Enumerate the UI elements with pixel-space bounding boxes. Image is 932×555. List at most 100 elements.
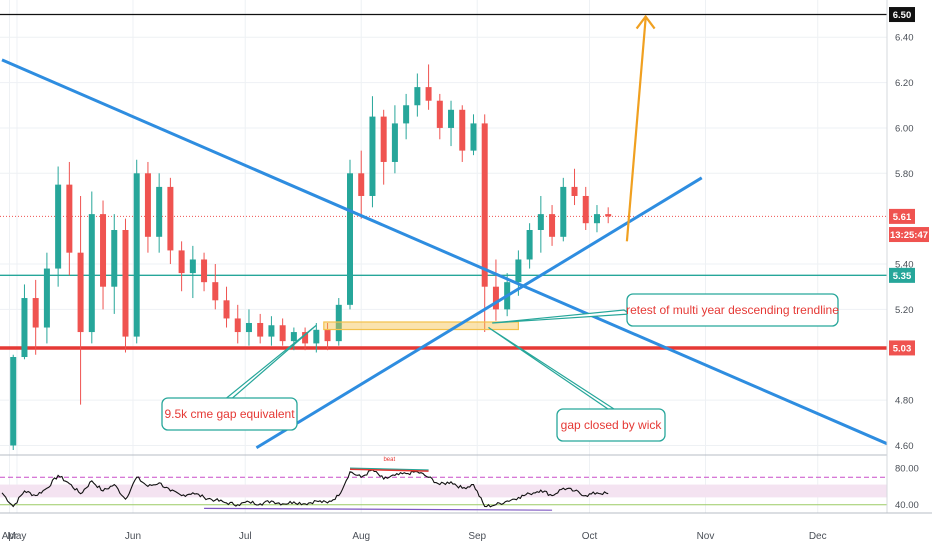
callout-1: retest of multi year descending trendlin… bbox=[492, 293, 839, 327]
price-tag bbox=[889, 340, 915, 356]
price-axis-tick: 4.60 bbox=[895, 441, 914, 452]
time-axis-tick: Aug bbox=[352, 531, 370, 542]
candle-body bbox=[335, 304, 342, 342]
projection-arrowhead bbox=[635, 14, 656, 30]
candle-body bbox=[212, 282, 219, 301]
callout-leader bbox=[492, 309, 632, 324]
time-axis-tick: Dec bbox=[809, 531, 827, 542]
time-axis-tick: Jun bbox=[125, 531, 141, 542]
rsi-divergence-bottom bbox=[204, 507, 553, 511]
candle-body bbox=[167, 186, 174, 251]
descending-trendline bbox=[1, 58, 887, 446]
candle-body bbox=[571, 186, 578, 196]
rsi-divergence-label: beat bbox=[383, 457, 395, 463]
candle-body bbox=[122, 230, 129, 337]
candle-body bbox=[425, 87, 432, 101]
candles bbox=[10, 64, 612, 450]
candle-body bbox=[144, 173, 151, 237]
price-axis-tick: 4.80 bbox=[895, 396, 914, 407]
candle-body bbox=[481, 123, 488, 287]
callout-box bbox=[556, 408, 666, 442]
candle-body bbox=[459, 109, 466, 151]
candle-body bbox=[290, 332, 297, 342]
candle-body bbox=[234, 318, 241, 333]
candle-body bbox=[358, 173, 365, 196]
candle-body bbox=[347, 173, 353, 305]
price-axis-tick: 5.20 bbox=[895, 305, 914, 316]
candle-body bbox=[436, 100, 443, 128]
price-tag bbox=[889, 227, 929, 243]
candle-body bbox=[43, 268, 50, 328]
callout-3: gap closed by wick bbox=[488, 327, 666, 442]
price-axis-tick: 5.40 bbox=[895, 260, 914, 271]
price-tag-text: 5.35 bbox=[893, 271, 912, 282]
candle-body bbox=[369, 116, 376, 196]
time-axis-tick: Oct bbox=[582, 531, 598, 542]
candle-body bbox=[549, 214, 556, 237]
rsi-band bbox=[0, 484, 887, 498]
rsi-axis-tick: 80.00 bbox=[895, 464, 919, 475]
callout-leader bbox=[488, 327, 617, 410]
candle-body bbox=[245, 322, 252, 333]
candle-body bbox=[201, 259, 208, 283]
price-tag-text: 6.50 bbox=[893, 10, 912, 21]
candle-body bbox=[492, 286, 499, 310]
price-axis-tick: 6.20 bbox=[895, 78, 914, 89]
candle-body bbox=[403, 105, 410, 124]
rsi-axis-tick: 40.00 bbox=[895, 500, 919, 511]
price-tag-text: 13:25:47 bbox=[890, 230, 928, 241]
callout-text: 9.5k cme gap equivalent bbox=[164, 407, 295, 421]
callout-text: retest of multi year descending trendlin… bbox=[626, 303, 839, 317]
candle-body bbox=[156, 186, 163, 237]
price-tag bbox=[889, 7, 915, 23]
candle-body bbox=[223, 300, 230, 319]
time-axis-tick: Nov bbox=[697, 531, 715, 542]
candle-body bbox=[268, 325, 275, 337]
candle-body bbox=[10, 357, 17, 446]
candle-body bbox=[526, 230, 533, 260]
candle-body bbox=[133, 173, 140, 337]
candle-body bbox=[593, 214, 600, 224]
candle-body bbox=[605, 214, 612, 217]
candle-body bbox=[178, 250, 185, 274]
candle-body bbox=[189, 259, 196, 274]
candle-body bbox=[88, 214, 95, 333]
price-tag-text: 5.03 bbox=[893, 343, 912, 354]
candle-body bbox=[448, 109, 455, 128]
candle-body bbox=[582, 195, 589, 224]
price-axis-tick: 6.00 bbox=[895, 123, 914, 134]
price-axis: 6.40 6.20 6.00 5.80 5.40 5.20 4.80 4.60 80.00 40.… bbox=[886, 0, 929, 513]
cme-gap-zone bbox=[323, 321, 519, 331]
candle-body bbox=[257, 322, 264, 337]
callout-box bbox=[626, 293, 839, 327]
price-axis-tick: 6.40 bbox=[895, 33, 914, 44]
candle-body bbox=[279, 325, 286, 342]
price-tag bbox=[889, 208, 915, 224]
candle-body bbox=[414, 87, 421, 106]
candle-body bbox=[302, 332, 309, 344]
time-axis-tick: May bbox=[8, 531, 27, 542]
callout-text: gap closed by wick bbox=[561, 418, 663, 432]
grid-lines bbox=[0, 0, 887, 513]
candle-body bbox=[313, 329, 320, 344]
candle-body bbox=[55, 184, 62, 269]
time-axis-tick: Apr bbox=[2, 531, 18, 542]
rsi-divergence-top bbox=[349, 468, 429, 472]
rsi-divergence-top-teal bbox=[349, 467, 429, 471]
main-plot: retest of multi year descending trendlin… bbox=[0, 13, 887, 450]
rsi-pane bbox=[0, 467, 887, 511]
rsi-line bbox=[1, 469, 609, 508]
candle-body bbox=[324, 329, 331, 342]
price-axis-tick: 5.80 bbox=[895, 169, 914, 180]
candle-body bbox=[560, 186, 567, 237]
price-tag bbox=[889, 267, 915, 283]
time-axis-tick: Jul bbox=[239, 531, 252, 542]
candle-body bbox=[66, 184, 73, 253]
candle-body bbox=[391, 123, 398, 162]
candle-body bbox=[77, 252, 84, 333]
candle-body bbox=[515, 259, 522, 283]
projection-arrow bbox=[625, 18, 647, 242]
